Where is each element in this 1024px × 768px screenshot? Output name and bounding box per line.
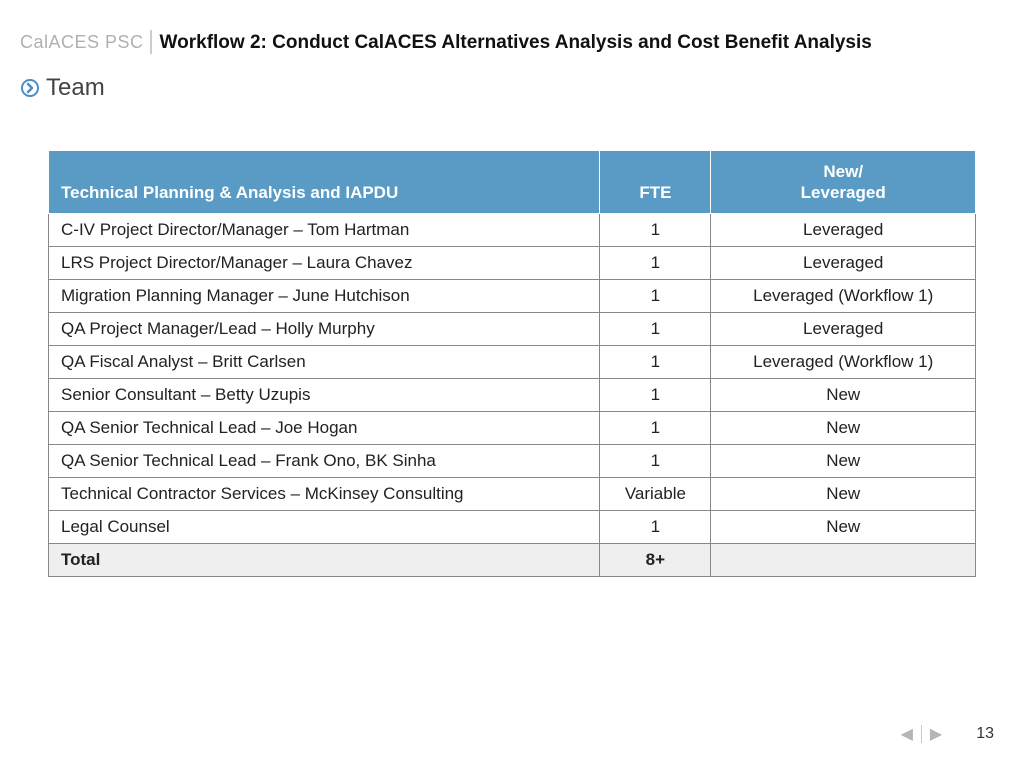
cell-total-label: Total [49,544,600,577]
table-row: Technical Contractor Services – McKinsey… [49,478,976,511]
cell-total-status [711,544,976,577]
cell-status: New [711,412,976,445]
cell-fte: 1 [600,379,711,412]
table-header-row: Technical Planning & Analysis and IAPDU … [49,150,976,214]
cell-role: LRS Project Director/Manager – Laura Cha… [49,247,600,280]
table-row: Legal Counsel1New [49,511,976,544]
slide-footer: ◀ ▶ 13 [897,724,994,744]
prev-slide-icon[interactable]: ◀ [897,724,917,744]
table-total-row: Total8+ [49,544,976,577]
slide-title: Workflow 2: Conduct CalACES Alternatives… [152,30,872,56]
col-header-fte: FTE [600,150,711,214]
table-row: QA Project Manager/Lead – Holly Murphy1L… [49,313,976,346]
table-row: QA Senior Technical Lead – Joe Hogan1New [49,412,976,445]
cell-role: Migration Planning Manager – June Hutchi… [49,280,600,313]
cell-fte: 1 [600,313,711,346]
arrow-bullet-icon [20,78,40,98]
cell-role: Technical Contractor Services – McKinsey… [49,478,600,511]
cell-status: Leveraged (Workflow 1) [711,346,976,379]
cell-status: Leveraged (Workflow 1) [711,280,976,313]
page-number: 13 [976,725,994,743]
cell-fte: 1 [600,511,711,544]
cell-fte: 1 [600,247,711,280]
col-header-status: New/Leveraged [711,150,976,214]
cell-fte: 1 [600,214,711,247]
cell-role: QA Senior Technical Lead – Frank Ono, BK… [49,445,600,478]
nav-divider [921,725,922,743]
cell-status: Leveraged [711,313,976,346]
cell-role: QA Fiscal Analyst – Britt Carlsen [49,346,600,379]
cell-fte: 1 [600,280,711,313]
cell-status: Leveraged [711,214,976,247]
table-row: QA Fiscal Analyst – Britt Carlsen1Levera… [49,346,976,379]
cell-fte: 1 [600,412,711,445]
cell-role: QA Project Manager/Lead – Holly Murphy [49,313,600,346]
table-row: Migration Planning Manager – June Hutchi… [49,280,976,313]
cell-status: New [711,379,976,412]
next-slide-icon[interactable]: ▶ [926,724,946,744]
table-row: QA Senior Technical Lead – Frank Ono, BK… [49,445,976,478]
table-row: C-IV Project Director/Manager – Tom Hart… [49,214,976,247]
cell-total-fte: 8+ [600,544,711,577]
cell-fte: 1 [600,445,711,478]
table-row: Senior Consultant – Betty Uzupis1New [49,379,976,412]
brand-label: CalACES PSC [20,30,152,54]
cell-fte: 1 [600,346,711,379]
table-row: LRS Project Director/Manager – Laura Cha… [49,247,976,280]
cell-role: QA Senior Technical Lead – Joe Hogan [49,412,600,445]
cell-role: Legal Counsel [49,511,600,544]
cell-role: Senior Consultant – Betty Uzupis [49,379,600,412]
col-header-role: Technical Planning & Analysis and IAPDU [49,150,600,214]
cell-status: New [711,478,976,511]
cell-role: C-IV Project Director/Manager – Tom Hart… [49,214,600,247]
cell-status: Leveraged [711,247,976,280]
cell-fte: Variable [600,478,711,511]
cell-status: New [711,511,976,544]
section-heading: Team [46,74,105,102]
team-table: Technical Planning & Analysis and IAPDU … [48,150,976,578]
cell-status: New [711,445,976,478]
